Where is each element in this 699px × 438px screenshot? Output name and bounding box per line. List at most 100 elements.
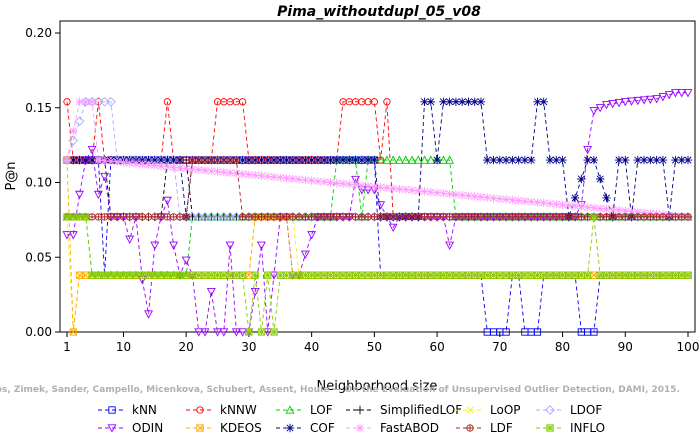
legend-label-inflo: INFLO [570, 421, 605, 434]
data-point-ldof [187, 212, 198, 222]
legend-marker-ldof [545, 405, 555, 415]
legend-item-loop: LoOP [456, 403, 521, 417]
data-point-inflo [678, 271, 686, 279]
data-point-fastabod [194, 165, 203, 174]
data-point-cof [514, 155, 523, 165]
data-point-cof [169, 155, 178, 165]
data-point-cof [301, 155, 310, 165]
data-point-fastabod [326, 178, 335, 187]
data-point-knn [590, 328, 598, 336]
data-point-ldf [678, 213, 685, 221]
data-point-cof [464, 97, 473, 106]
data-point-ldf [377, 213, 384, 221]
data-point-fastabod [432, 188, 442, 197]
data-point-fastabod [533, 198, 542, 207]
data-point-ldf [490, 213, 497, 221]
legend-marker-lof [285, 405, 295, 414]
data-point-ldf [182, 213, 190, 221]
data-point-cof [470, 97, 479, 106]
data-point-ldof [193, 212, 204, 222]
data-point-fastabod [225, 168, 235, 177]
data-point-odin [213, 328, 222, 337]
data-point-inflo [94, 271, 103, 279]
data-point-fastabod [633, 207, 643, 217]
data-point-inflo [627, 271, 636, 279]
data-point-odin [671, 89, 680, 98]
data-point-ldf [208, 156, 215, 164]
data-point-ldf [126, 213, 133, 221]
legend-label-kdeos: KDEOS [220, 421, 262, 434]
data-point-ldf [270, 213, 278, 221]
legend-marker-fastabod [355, 423, 365, 433]
legend-label-loop: LoOP [490, 403, 521, 417]
data-point-fastabod [464, 191, 473, 200]
data-point-inflo [289, 271, 297, 279]
data-point-fastabod [470, 192, 479, 201]
data-point-fastabod [188, 164, 197, 174]
data-point-cof [175, 155, 185, 165]
data-point-inflo [138, 271, 146, 279]
data-point-cof [370, 155, 379, 165]
data-point-lof [395, 155, 404, 164]
data-point-lof [438, 155, 448, 164]
data-point-inflo [238, 271, 247, 279]
data-point-fastabod [125, 158, 134, 168]
data-point-fastabod [388, 184, 398, 193]
data-point-odin [169, 241, 179, 250]
data-point-inflo [533, 271, 542, 279]
data-point-odin [376, 201, 386, 210]
data-point-fastabod [219, 167, 229, 177]
legend-marker-ldf [466, 424, 474, 432]
data-point-inflo [646, 271, 655, 279]
data-point-fastabod [263, 172, 272, 181]
data-point-fastabod [138, 160, 147, 169]
data-point-odin [75, 190, 84, 200]
legend-label-simplifiedlof: SimplifiedLOF [380, 403, 462, 417]
watermark: Campos, Zimek, Sander, Campello, Micenko… [0, 385, 680, 395]
data-point-ldf [565, 213, 573, 221]
data-point-cof [269, 155, 279, 165]
data-point-ldf [647, 213, 654, 221]
data-point-inflo [546, 271, 554, 279]
data-point-cof [257, 155, 266, 165]
data-point-fastabod [526, 197, 536, 206]
data-point-ldf [245, 213, 253, 221]
data-point-ldf [634, 213, 642, 221]
data-point-fastabod [545, 199, 555, 208]
data-point-odin [225, 241, 235, 250]
legend-item-lof: LOF [276, 403, 333, 417]
data-point-ldf [333, 213, 340, 221]
data-point-cof [432, 155, 442, 165]
data-point-ldf [421, 213, 428, 221]
data-point-inflo [602, 271, 611, 279]
data-point-inflo [75, 213, 84, 221]
data-point-inflo [634, 271, 642, 279]
data-point-inflo [333, 271, 341, 279]
data-point-ldf [346, 213, 353, 221]
legend-item-knnw: kNNW [186, 403, 257, 417]
data-point-fastabod [163, 162, 172, 171]
data-point-fastabod [495, 194, 505, 203]
data-point-cof [351, 155, 360, 165]
data-point-inflo [508, 271, 517, 279]
data-point-cof [639, 155, 649, 165]
data-point-odin [652, 95, 662, 104]
data-point-ldf [609, 213, 616, 221]
legend-label-ldf: LDF [490, 421, 513, 434]
data-point-knnw [370, 98, 379, 106]
data-point-fastabod [639, 208, 649, 217]
data-point-inflo [577, 271, 586, 279]
data-point-inflo [176, 271, 184, 279]
data-point-ldf [427, 213, 435, 221]
data-point-knn [502, 328, 510, 336]
data-point-inflo [540, 271, 548, 279]
data-point-inflo [527, 271, 535, 279]
data-point-ldf [232, 156, 241, 164]
y-tick-label: 0.10 [25, 176, 52, 190]
data-point-odin [93, 190, 103, 200]
data-point-inflo [433, 271, 441, 279]
legend-label-knnw: kNNW [220, 403, 257, 417]
data-point-inflo [232, 271, 241, 279]
data-point-fastabod [288, 174, 298, 184]
data-point-ldf [239, 213, 246, 221]
